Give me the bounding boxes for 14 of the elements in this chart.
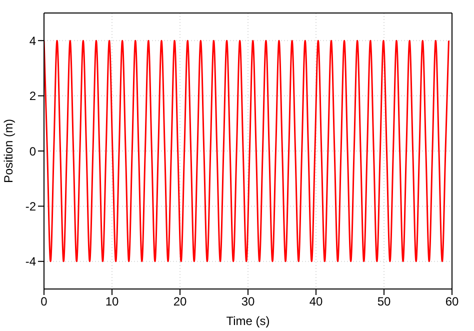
y-axis-title: Position (m): [1, 118, 16, 184]
y-tick-label: 0: [29, 144, 36, 158]
x-tick-label: 60: [445, 294, 459, 309]
x-tick-label: 0: [40, 294, 48, 309]
x-tick-label: 50: [377, 294, 391, 309]
y-tick-label: 4: [29, 34, 36, 48]
y-tick-label: -4: [25, 254, 36, 269]
y-tick-label: -2: [25, 199, 36, 214]
x-tick-label: 20: [173, 294, 187, 309]
x-tick-label: 10: [105, 294, 119, 309]
x-tick-label: 40: [309, 294, 323, 309]
x-tick-label: 30: [241, 294, 255, 309]
y-tick-label: 2: [29, 89, 36, 104]
x-axis-title: Time (s): [226, 314, 270, 328]
